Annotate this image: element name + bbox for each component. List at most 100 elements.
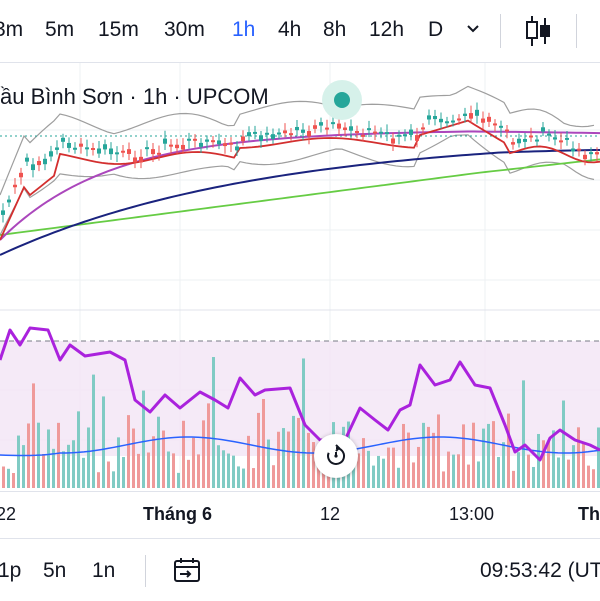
- volume-bar: [477, 461, 480, 488]
- candles-icon[interactable]: [522, 14, 554, 48]
- volume-bar: [137, 453, 140, 488]
- volume-bar: [97, 472, 100, 488]
- volume-bar: [22, 445, 25, 488]
- volume-bar: [82, 457, 85, 488]
- clock-timezone[interactable]: 09:53:42 (UT: [480, 559, 600, 582]
- volume-bar: [7, 468, 10, 488]
- range-5n[interactable]: 5n: [43, 559, 67, 582]
- ma-mid-line: [0, 130, 600, 241]
- candle-body: [79, 143, 83, 147]
- chart-canvas: [0, 63, 600, 490]
- time-axis[interactable]: 22 Tháng 6 12 13:00 Thá: [0, 491, 600, 536]
- volume-bar: [522, 380, 525, 488]
- timeframe-4h[interactable]: 4h: [278, 18, 302, 41]
- time-axis-label: Thá: [578, 504, 600, 524]
- volume-bar: [462, 424, 465, 488]
- volume-bar: [257, 412, 260, 488]
- candle-body: [577, 148, 581, 151]
- candle-body: [115, 152, 119, 155]
- candle-body: [385, 132, 389, 135]
- volume-bar: [552, 430, 555, 488]
- candle-body: [349, 126, 353, 131]
- volume-bar: [357, 453, 360, 488]
- volume-bar: [397, 467, 400, 488]
- volume-bar: [512, 470, 515, 488]
- candle-body: [43, 158, 47, 165]
- volume-bar: [212, 357, 215, 488]
- time-axis-label: 12: [320, 504, 341, 524]
- candle-body: [541, 127, 545, 132]
- volume-bar: [422, 422, 425, 488]
- volume-bar: [407, 432, 410, 488]
- candle-body: [409, 129, 413, 135]
- volume-bar: [187, 459, 190, 488]
- volume-bar: [202, 420, 205, 488]
- candle-body: [589, 152, 593, 155]
- candle-body: [583, 154, 587, 160]
- timeframe-1h[interactable]: 1h: [232, 18, 256, 41]
- bottom-divider: [145, 555, 146, 587]
- volume-bar: [182, 420, 185, 488]
- volume-bar: [427, 426, 430, 488]
- volume-bar: [152, 436, 155, 488]
- candle-body: [253, 131, 257, 134]
- volume-bar: [532, 466, 535, 488]
- candle-body: [271, 134, 275, 139]
- candle-body: [109, 148, 113, 155]
- candle-body: [211, 140, 215, 143]
- range-1n[interactable]: 1n: [92, 559, 116, 582]
- timeframe-d[interactable]: D: [428, 18, 444, 41]
- candle-body: [1, 210, 5, 215]
- timeframe-15m[interactable]: 15m: [98, 18, 139, 41]
- candle-body: [595, 152, 599, 155]
- bottom-toolbar: 1p 5n 1n 09:53:42 (UT: [0, 538, 600, 601]
- candle-body: [313, 125, 317, 129]
- candle-body: [361, 134, 365, 137]
- toolbar-divider: [500, 14, 501, 48]
- candle-body: [31, 164, 35, 171]
- candle-body: [61, 137, 65, 142]
- volume-bar: [312, 442, 315, 488]
- candle-body: [559, 140, 563, 143]
- timeframe-12h[interactable]: 12h: [369, 18, 405, 41]
- volume-bar: [547, 441, 550, 488]
- timeframe-30m[interactable]: 30m: [164, 18, 205, 41]
- timeframe-5m[interactable]: 5m: [45, 18, 75, 41]
- candle-body: [505, 129, 509, 132]
- bollinger-upper: [0, 85, 595, 196]
- candle-body: [163, 138, 167, 144]
- volume-bar: [222, 450, 225, 488]
- candle-body: [259, 135, 263, 141]
- volume-bar: [47, 429, 50, 488]
- candle-body: [223, 143, 227, 147]
- range-1p[interactable]: 1p: [0, 559, 22, 582]
- candle-body: [193, 138, 197, 141]
- volume-bar: [287, 431, 290, 488]
- candle-body: [289, 133, 293, 136]
- candle-body: [397, 134, 401, 137]
- candle-body: [145, 147, 149, 150]
- candle-body: [343, 127, 347, 131]
- volume-bar: [562, 400, 565, 488]
- volume-bar: [262, 398, 265, 488]
- candle-body: [565, 137, 569, 140]
- volume-bar: [102, 396, 105, 488]
- calendar-goto-icon[interactable]: [172, 555, 202, 585]
- candle-body: [73, 147, 77, 150]
- candle-body: [355, 131, 359, 134]
- reset-chart-button[interactable]: [314, 434, 358, 478]
- volume-bar: [92, 374, 95, 488]
- timeframe-3m[interactable]: 3m: [0, 18, 24, 41]
- volume-bar: [587, 465, 590, 488]
- volume-bar: [67, 444, 70, 488]
- chevron-down-icon[interactable]: [465, 18, 481, 40]
- candle-body: [487, 116, 491, 122]
- volume-bar: [142, 390, 145, 488]
- candle-body: [535, 139, 539, 142]
- volume-bar: [172, 453, 175, 488]
- price-chart[interactable]: [0, 63, 600, 490]
- timeframe-8h[interactable]: 8h: [323, 18, 347, 41]
- candle-body: [415, 135, 419, 141]
- bollinger-lower: [0, 134, 595, 236]
- volume-bar: [507, 413, 510, 488]
